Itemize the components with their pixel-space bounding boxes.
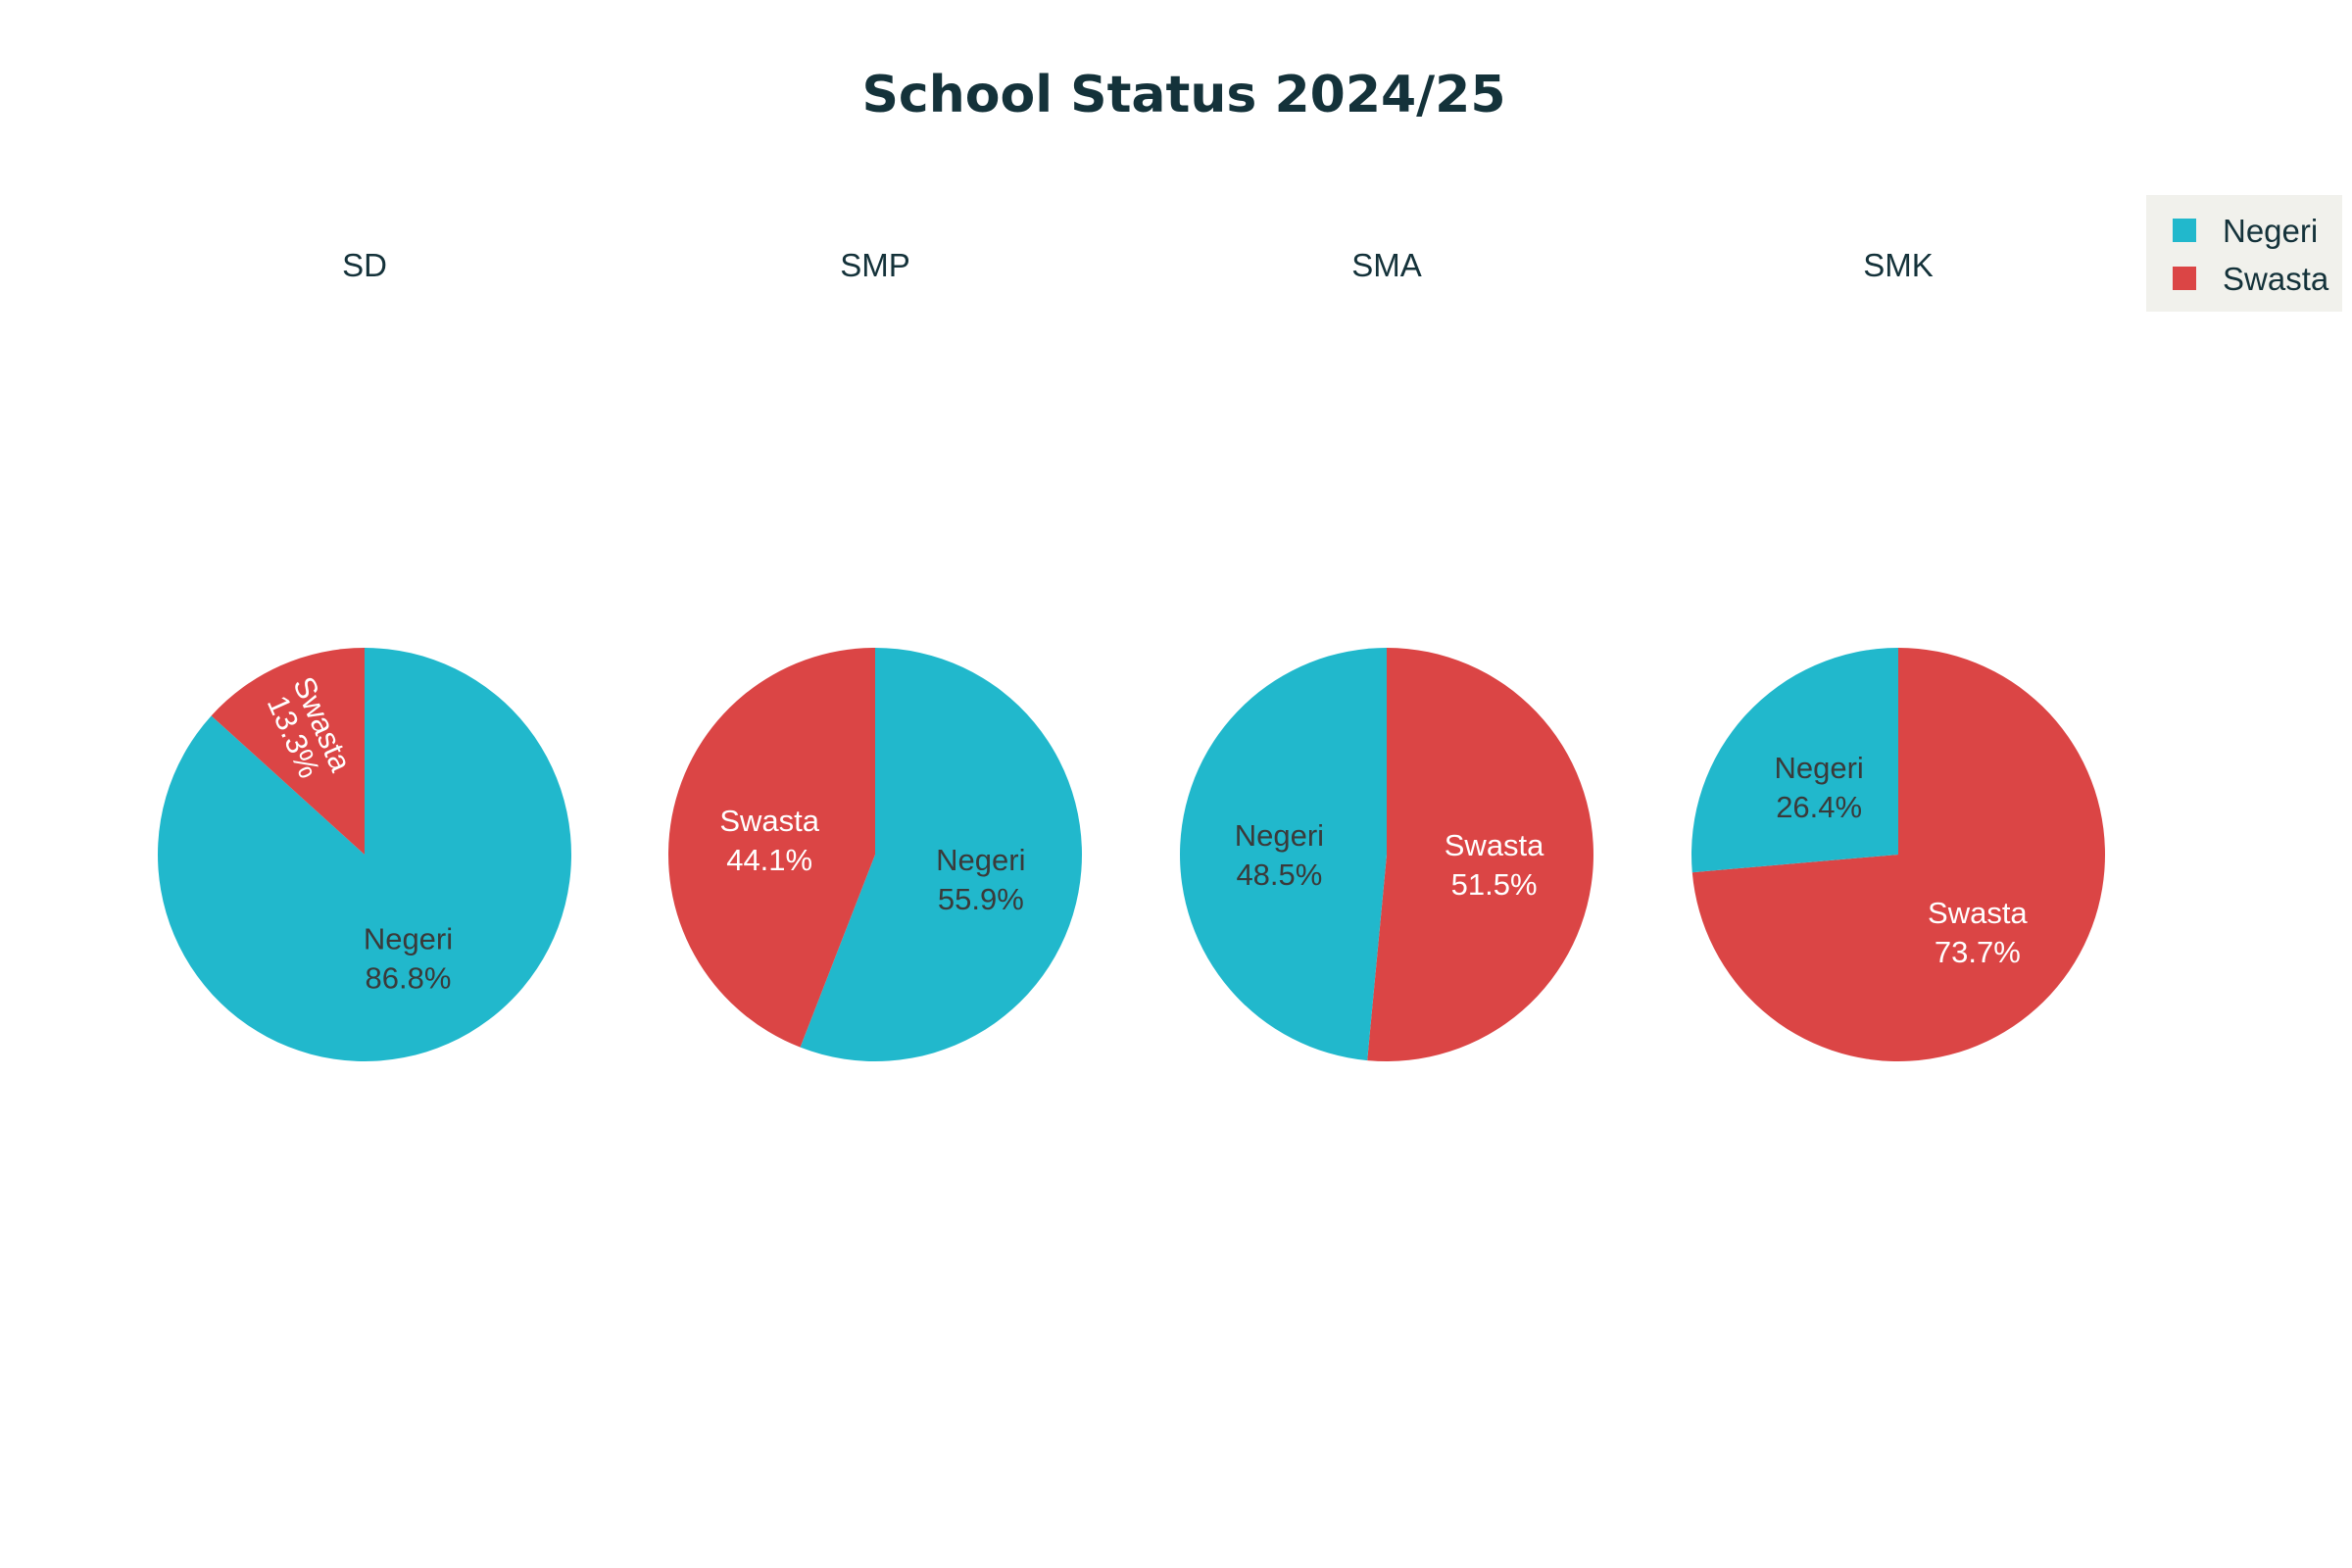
slice-sma-swasta[interactable] <box>1367 648 1594 1062</box>
slice-smp-swasta[interactable] <box>668 648 875 1048</box>
legend-swatch-swasta[interactable] <box>2173 267 2196 290</box>
pie-sma: SMA Swasta 51.5% Negeri 48.5% <box>1180 247 1594 1062</box>
legend-label-negeri[interactable]: Negeri <box>2223 213 2318 249</box>
legend-swatch-negeri[interactable] <box>2173 219 2196 242</box>
slice-label-smp-swasta: Swasta 44.1% <box>719 804 819 877</box>
slice-label-sma-swasta: Swasta 51.5% <box>1445 828 1544 902</box>
slice-label-smp-negeri: Negeri 55.9% <box>936 843 1025 916</box>
slice-sd-negeri[interactable] <box>158 648 571 1062</box>
slice-label-sma-negeri: Negeri 48.5% <box>1235 818 1324 892</box>
slice-label-smk-negeri: Negeri 26.4% <box>1774 751 1863 824</box>
slice-label-sd-negeri: Negeri 86.8% <box>364 921 453 995</box>
legend: Negeri Swasta <box>2146 195 2342 312</box>
slice-sma-negeri[interactable] <box>1180 648 1387 1061</box>
pie-title-sd: SD <box>342 247 387 283</box>
pie-smk: SMK Swasta 73.7% Negeri 26.4% <box>1691 247 2105 1061</box>
slice-smp-negeri[interactable] <box>800 648 1083 1061</box>
pie-title-smp: SMP <box>840 247 910 283</box>
chart-title: School Status 2024/25 <box>861 66 1505 124</box>
pie-title-sma: SMA <box>1351 247 1422 283</box>
slice-smk-negeri[interactable] <box>1691 648 1898 873</box>
pie-smp: SMP Negeri 55.9% Swasta 44.1% <box>668 247 1083 1061</box>
legend-background <box>2146 195 2342 312</box>
slice-label-smk-swasta: Swasta 73.7% <box>1928 896 2028 969</box>
legend-label-swasta[interactable]: Swasta <box>2223 261 2329 297</box>
slice-smk-swasta[interactable] <box>1691 648 2105 1061</box>
pie-title-smk: SMK <box>1863 247 1934 283</box>
slice-sd-swasta[interactable] <box>211 648 365 855</box>
